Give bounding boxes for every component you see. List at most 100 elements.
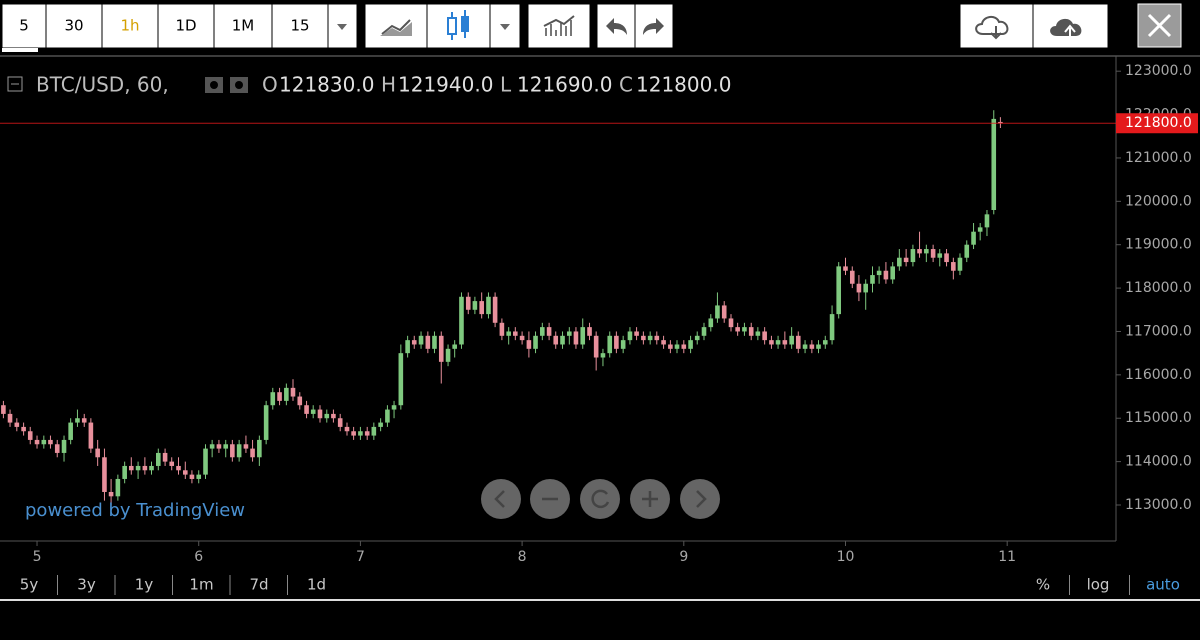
range-button[interactable]: 1m <box>189 576 213 594</box>
candle-body <box>88 422 94 449</box>
interval-label[interactable]: 1M <box>232 17 255 35</box>
interval-button[interactable] <box>157 3 215 49</box>
settings-icon <box>235 81 243 89</box>
interval-label[interactable]: 1h <box>120 17 139 35</box>
candle-body <box>721 305 727 319</box>
candle-body <box>243 444 249 449</box>
interval-label[interactable]: 5 <box>19 17 29 35</box>
candle-body <box>614 335 619 349</box>
candle-body <box>822 340 828 345</box>
collapse-icon[interactable] <box>7 76 23 92</box>
save-button[interactable] <box>1032 3 1109 49</box>
candle-body <box>593 335 599 358</box>
candle-body <box>108 491 114 497</box>
ohlc-key: O <box>262 73 278 97</box>
candle-body <box>405 340 410 354</box>
line-style-button[interactable] <box>364 3 428 49</box>
candle-body <box>560 335 565 345</box>
candle-style-button[interactable] <box>426 3 491 49</box>
candle-body <box>452 344 457 349</box>
active-indicator <box>2 48 38 52</box>
range-button[interactable]: 1y <box>135 576 154 594</box>
interval-label[interactable]: 30 <box>64 17 83 35</box>
candle-body <box>324 413 330 419</box>
candle-body <box>479 301 484 315</box>
candle-body <box>223 444 229 449</box>
candle-body <box>951 262 956 271</box>
candle-body <box>553 335 559 345</box>
branding: powered by TradingView <box>25 500 245 521</box>
interval-button[interactable] <box>45 3 103 49</box>
interval-button[interactable] <box>213 3 273 49</box>
candle-body <box>445 348 451 362</box>
ohlc-value: 121940.0 <box>398 73 493 97</box>
candle-body <box>977 227 983 232</box>
candle-body <box>290 387 296 397</box>
candle-body <box>257 439 262 458</box>
interval-button[interactable] <box>271 3 329 49</box>
candle-body <box>526 340 532 349</box>
scroll-left-button[interactable] <box>481 479 521 519</box>
ohlc-value: 121690.0 <box>517 73 612 97</box>
candle-icon <box>461 16 469 32</box>
candle-body <box>68 422 73 440</box>
y-tick-label: 118000.0 <box>1125 280 1192 296</box>
candle-body <box>728 318 734 328</box>
candle-body <box>196 474 202 479</box>
candle-body <box>829 314 835 341</box>
visibility-icon <box>210 81 218 89</box>
candle-body <box>688 340 693 349</box>
dropdown-arrow <box>500 24 510 30</box>
candle-body <box>587 327 592 336</box>
interval-label[interactable]: 15 <box>290 17 309 35</box>
download-icon <box>975 16 1009 35</box>
candle-body <box>337 418 343 427</box>
candle-body <box>843 266 848 271</box>
range-button[interactable]: 3y <box>77 576 96 594</box>
candle-body <box>647 335 653 341</box>
range-button[interactable]: 7d <box>249 576 268 594</box>
candle-body <box>627 331 633 341</box>
candle-body <box>540 327 545 336</box>
candle-body <box>748 327 754 336</box>
x-tick-label: 11 <box>998 549 1016 565</box>
interval-button[interactable] <box>1 3 47 49</box>
candle-body <box>506 331 511 336</box>
candle-body <box>863 283 869 293</box>
candle-body <box>984 214 990 228</box>
candle-body <box>513 331 518 336</box>
scale-option[interactable]: % <box>1036 576 1050 594</box>
candle-body <box>250 448 255 458</box>
candle-body <box>890 266 896 280</box>
ohlc-value: 121800.0 <box>636 73 731 97</box>
scale-option[interactable]: log <box>1087 576 1110 594</box>
range-button[interactable]: 1d <box>307 576 326 594</box>
candle-body <box>209 444 215 449</box>
ohlc-value: 121830.0 <box>279 73 374 97</box>
candle-body <box>310 409 316 414</box>
candle-body <box>48 439 53 445</box>
range-button[interactable]: 5y <box>20 576 39 594</box>
upload-icon <box>1064 24 1076 38</box>
y-tick-label: 115000.0 <box>1125 410 1192 426</box>
candle-body <box>472 301 478 310</box>
x-tick-label: 8 <box>518 549 527 565</box>
candle-body <box>41 439 47 445</box>
candle-body <box>567 331 572 336</box>
x-tick-label: 9 <box>679 549 688 565</box>
dropdown-arrow <box>337 24 347 30</box>
candle-body <box>715 305 720 319</box>
reset-button[interactable] <box>580 479 620 519</box>
interval-label[interactable]: 1D <box>175 17 196 35</box>
candle-body <box>944 253 949 263</box>
candle-body <box>54 444 60 453</box>
indicators-button[interactable] <box>527 3 591 49</box>
scale-option[interactable]: auto <box>1146 576 1180 594</box>
interval-button[interactable] <box>101 3 159 49</box>
scroll-right-button[interactable] <box>680 479 720 519</box>
candle-body <box>775 340 781 345</box>
y-tick-label: 120000.0 <box>1125 193 1192 209</box>
candle-body <box>75 418 80 423</box>
